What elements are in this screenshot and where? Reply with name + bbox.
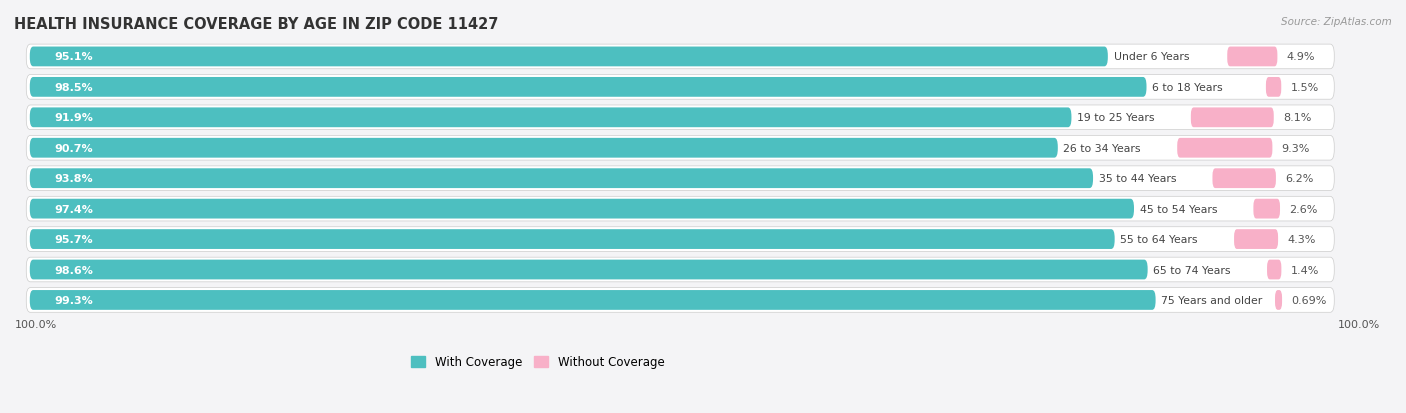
Text: 4.3%: 4.3%: [1286, 235, 1316, 244]
Text: 93.8%: 93.8%: [55, 174, 93, 184]
Text: 19 to 25 Years: 19 to 25 Years: [1077, 113, 1154, 123]
FancyBboxPatch shape: [1212, 169, 1275, 189]
FancyBboxPatch shape: [30, 78, 1146, 97]
FancyBboxPatch shape: [1265, 78, 1281, 97]
FancyBboxPatch shape: [30, 169, 1092, 189]
Text: 4.9%: 4.9%: [1286, 52, 1315, 62]
Text: 95.7%: 95.7%: [55, 235, 93, 244]
Text: 26 to 34 Years: 26 to 34 Years: [1063, 143, 1142, 153]
FancyBboxPatch shape: [1177, 138, 1272, 158]
FancyBboxPatch shape: [1253, 199, 1279, 219]
Text: Source: ZipAtlas.com: Source: ZipAtlas.com: [1281, 17, 1392, 26]
FancyBboxPatch shape: [27, 136, 1334, 161]
FancyBboxPatch shape: [27, 106, 1334, 131]
Text: HEALTH INSURANCE COVERAGE BY AGE IN ZIP CODE 11427: HEALTH INSURANCE COVERAGE BY AGE IN ZIP …: [14, 17, 499, 31]
FancyBboxPatch shape: [1275, 290, 1282, 310]
Text: 55 to 64 Years: 55 to 64 Years: [1121, 235, 1198, 244]
Text: 97.4%: 97.4%: [55, 204, 94, 214]
FancyBboxPatch shape: [30, 230, 1115, 249]
Text: 90.7%: 90.7%: [55, 143, 93, 153]
FancyBboxPatch shape: [30, 138, 1057, 158]
Text: 100.0%: 100.0%: [15, 319, 58, 329]
FancyBboxPatch shape: [30, 199, 1135, 219]
FancyBboxPatch shape: [27, 75, 1334, 100]
Text: 6.2%: 6.2%: [1285, 174, 1313, 184]
FancyBboxPatch shape: [27, 227, 1334, 252]
FancyBboxPatch shape: [1227, 47, 1278, 67]
Text: 98.6%: 98.6%: [55, 265, 94, 275]
Text: 9.3%: 9.3%: [1281, 143, 1310, 153]
FancyBboxPatch shape: [27, 258, 1334, 282]
FancyBboxPatch shape: [1267, 260, 1281, 280]
Text: 1.5%: 1.5%: [1291, 83, 1319, 93]
Text: 0.69%: 0.69%: [1291, 295, 1326, 305]
FancyBboxPatch shape: [1234, 230, 1278, 249]
Legend: With Coverage, Without Coverage: With Coverage, Without Coverage: [406, 351, 669, 373]
FancyBboxPatch shape: [30, 47, 1108, 67]
Text: 6 to 18 Years: 6 to 18 Years: [1152, 83, 1223, 93]
FancyBboxPatch shape: [30, 290, 1156, 310]
FancyBboxPatch shape: [30, 260, 1147, 280]
FancyBboxPatch shape: [30, 108, 1071, 128]
FancyBboxPatch shape: [27, 197, 1334, 221]
FancyBboxPatch shape: [27, 45, 1334, 70]
Text: 35 to 44 Years: 35 to 44 Years: [1098, 174, 1177, 184]
Text: 99.3%: 99.3%: [55, 295, 94, 305]
Text: 98.5%: 98.5%: [55, 83, 93, 93]
FancyBboxPatch shape: [1191, 108, 1274, 128]
Text: Under 6 Years: Under 6 Years: [1114, 52, 1189, 62]
Text: 100.0%: 100.0%: [1337, 319, 1379, 329]
Text: 8.1%: 8.1%: [1282, 113, 1312, 123]
Text: 75 Years and older: 75 Years and older: [1161, 295, 1263, 305]
FancyBboxPatch shape: [27, 166, 1334, 191]
Text: 65 to 74 Years: 65 to 74 Years: [1153, 265, 1230, 275]
Text: 91.9%: 91.9%: [55, 113, 94, 123]
FancyBboxPatch shape: [27, 288, 1334, 313]
Text: 45 to 54 Years: 45 to 54 Years: [1140, 204, 1218, 214]
Text: 1.4%: 1.4%: [1291, 265, 1319, 275]
Text: 95.1%: 95.1%: [55, 52, 93, 62]
Text: 2.6%: 2.6%: [1289, 204, 1317, 214]
